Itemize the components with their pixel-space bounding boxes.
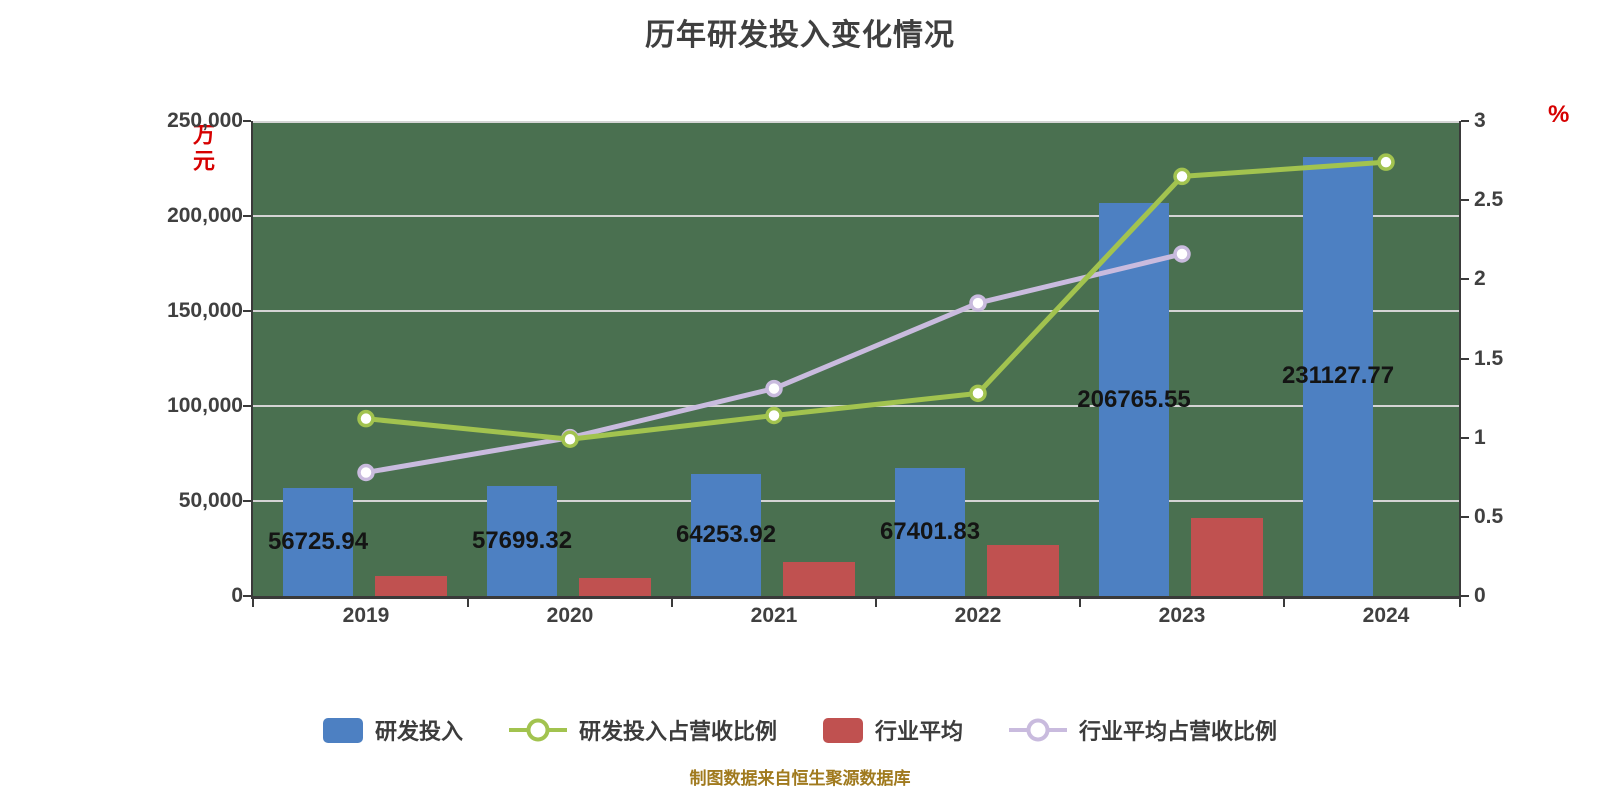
x-axis-tick bbox=[671, 599, 673, 607]
y-axis-tick-label-right: 3 bbox=[1474, 109, 1486, 132]
rd-investment-swatch bbox=[322, 717, 363, 743]
right-axis-tick bbox=[1461, 436, 1469, 439]
bar-value-label-2021: 64253.92 bbox=[675, 520, 777, 548]
right-axis-line bbox=[1459, 121, 1461, 596]
y-axis-tick-label-left: 100,000 bbox=[167, 394, 243, 417]
y-axis-tick-label-left: 200,000 bbox=[167, 204, 243, 227]
industry-average-bar-2023 bbox=[1191, 518, 1263, 596]
y-axis-tick-label-right: 2.5 bbox=[1474, 188, 1504, 212]
bar-value-label-2022: 67401.83 bbox=[879, 517, 981, 545]
rd-ratio-line bbox=[365, 159, 1387, 442]
rd-ratio-point-2022 bbox=[969, 384, 987, 403]
legend-label: 行业平均占营收比例 bbox=[1079, 719, 1278, 744]
left-axis-tick bbox=[243, 120, 251, 122]
x-axis-tick bbox=[1079, 599, 1081, 607]
rd-investment-bar-2024 bbox=[1303, 156, 1373, 596]
line-series-layer bbox=[357, 153, 1395, 482]
x-axis-tick bbox=[467, 599, 469, 607]
gridline bbox=[253, 310, 1460, 312]
legend-label: 研发投入 bbox=[374, 719, 463, 744]
y-axis-tick-label-left: 50,000 bbox=[178, 489, 243, 512]
left-axis-line bbox=[251, 121, 253, 596]
y-axis-tick-label-right: 1 bbox=[1474, 425, 1486, 449]
legend-item-rd-ratio: 研发投入占营收比例 bbox=[508, 714, 777, 746]
y-axis-tick-label-left: 0 bbox=[231, 584, 243, 607]
x-axis-label-2023: 2023 bbox=[1158, 604, 1206, 627]
left-axis-tick bbox=[243, 310, 251, 312]
y-axis-tick-label-right: 1.5 bbox=[1474, 346, 1504, 370]
data-source-caption: 制图数据来自恒生聚源数据库 bbox=[689, 769, 911, 788]
gridline bbox=[253, 121, 1460, 123]
legend-label: 行业平均 bbox=[875, 719, 964, 744]
plot-area: 56725.94 57699.32 64253.92 67401.83 206765.5… bbox=[253, 121, 1460, 596]
x-axis-label-2024: 2024 bbox=[1362, 604, 1410, 627]
industry-ratio-point-2022 bbox=[969, 294, 987, 312]
rd-investment-bar-2021 bbox=[691, 473, 761, 596]
rd-investment-bar-2019 bbox=[283, 488, 353, 596]
x-axis-tick bbox=[875, 599, 877, 607]
rd-ratio-point-2021 bbox=[765, 406, 783, 425]
industry-ratio-point-2021 bbox=[765, 379, 783, 398]
gridline bbox=[253, 500, 1460, 502]
legend-item-rd-investment: 研发投入 bbox=[322, 714, 463, 746]
rd-ratio-point-2019 bbox=[357, 409, 375, 428]
right-axis-unit-label: % bbox=[1548, 101, 1570, 128]
gridline bbox=[253, 215, 1460, 217]
industry-average-bar-2019 bbox=[375, 576, 447, 596]
legend: 研发投入 研发投入占营收比例 行业平均 行业平均占营收比例 bbox=[0, 708, 1600, 752]
right-axis-tick bbox=[1461, 120, 1469, 122]
rd-ratio-swatch bbox=[508, 718, 567, 742]
industry-ratio-point-2023 bbox=[1173, 245, 1191, 263]
y-axis-tick-label-right: 0.5 bbox=[1474, 504, 1504, 528]
chart-title: 历年研发投入变化情况 bbox=[645, 19, 955, 52]
x-axis-tick bbox=[1459, 599, 1461, 607]
left-axis-tick bbox=[243, 595, 251, 597]
rd-ratio-point-2023 bbox=[1173, 167, 1191, 186]
rd-investment-bar-2020 bbox=[487, 486, 557, 596]
x-axis-tick bbox=[252, 599, 254, 607]
bar-value-label-2019: 56725.94 bbox=[267, 528, 369, 556]
rd-ratio-point-2024 bbox=[1377, 153, 1395, 171]
x-axis-label-2019: 2019 bbox=[342, 604, 390, 627]
right-axis-tick bbox=[1461, 357, 1469, 360]
right-axis-tick bbox=[1461, 199, 1469, 202]
y-axis-tick-label-left: 250,000 bbox=[167, 109, 243, 132]
y-axis-tick-label-right: 0 bbox=[1474, 584, 1486, 607]
rd-investment-bar-2022 bbox=[895, 467, 965, 596]
industry-average-swatch bbox=[823, 717, 863, 743]
x-axis-line bbox=[251, 596, 1461, 599]
y-axis-tick-label-right: 2 bbox=[1474, 267, 1486, 291]
rd-ratio-point-2020 bbox=[561, 430, 579, 448]
legend-item-industry-average: 行业平均 bbox=[823, 714, 963, 746]
industry-average-bar-2021 bbox=[783, 561, 855, 596]
industry-average-bar-2020 bbox=[579, 577, 651, 596]
bar-value-label-2020: 57699.32 bbox=[471, 527, 573, 555]
x-axis-label-2021: 2021 bbox=[750, 604, 798, 627]
industry-ratio-swatch bbox=[1009, 718, 1068, 742]
industry-average-bar-2022 bbox=[987, 544, 1059, 596]
right-axis-tick bbox=[1461, 278, 1469, 281]
y-axis-tick-label-left: 150,000 bbox=[167, 299, 243, 322]
industry-ratio-line bbox=[365, 251, 1183, 475]
legend-item-industry-ratio: 行业平均占营收比例 bbox=[1009, 714, 1277, 746]
x-axis-label-2020: 2020 bbox=[546, 604, 594, 627]
x-axis-label-2022: 2022 bbox=[954, 604, 1002, 627]
left-axis-unit-label: 万元 bbox=[190, 123, 215, 175]
bar-value-label-2024: 231127.77 bbox=[1281, 362, 1395, 390]
legend-label: 研发投入占营收比例 bbox=[578, 719, 777, 744]
right-axis-tick bbox=[1461, 595, 1469, 597]
industry-ratio-point-2019 bbox=[357, 463, 375, 482]
x-axis-tick bbox=[1283, 599, 1285, 607]
left-axis-tick bbox=[243, 405, 251, 407]
left-axis-tick bbox=[243, 500, 251, 502]
right-axis-tick bbox=[1461, 515, 1469, 518]
bar-value-label-2023: 206765.55 bbox=[1077, 385, 1191, 413]
left-axis-tick bbox=[243, 215, 251, 217]
